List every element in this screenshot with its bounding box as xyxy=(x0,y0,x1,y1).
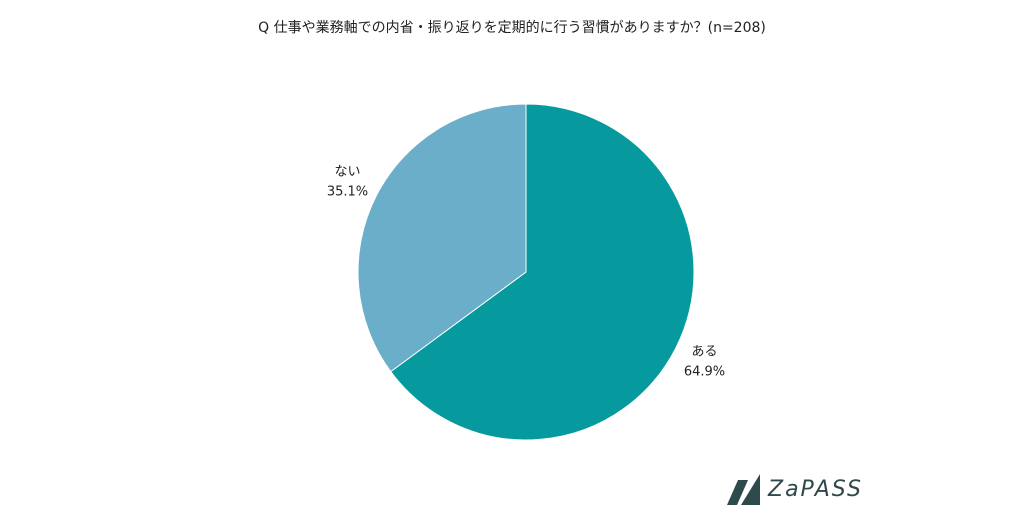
slice-label: ある xyxy=(691,345,717,360)
logo-text: ZaPASS xyxy=(767,477,863,502)
pie-slice xyxy=(390,103,695,441)
chart-title: Q 仕事や業務軸での内省・振り返りを定期的に行う習慣がありますか？(n=208) xyxy=(258,19,766,36)
logo-mark xyxy=(727,480,748,505)
logo-mark xyxy=(741,474,760,505)
value-label: 35.1% xyxy=(327,184,368,199)
logo: ZaPASS xyxy=(727,474,863,505)
pie-slice xyxy=(357,103,527,373)
slice-label: ない xyxy=(335,164,361,179)
value-label: 64.9% xyxy=(684,365,725,380)
